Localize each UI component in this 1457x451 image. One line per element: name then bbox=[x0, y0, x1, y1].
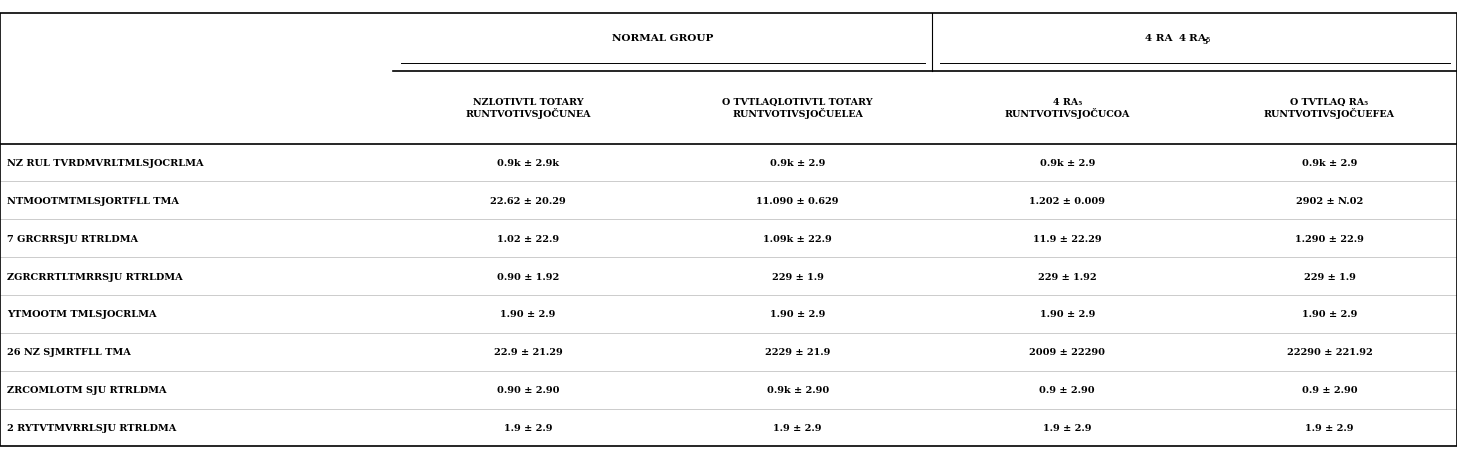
Text: 1.02 ± 22.9: 1.02 ± 22.9 bbox=[497, 234, 559, 243]
Text: NTMOOTMTMLSJORTFLL TMA: NTMOOTMTMLSJORTFLL TMA bbox=[7, 197, 179, 206]
Text: NZLOTIVTL TOTARY
RUNTVOTIVSJOČUNEA: NZLOTIVTL TOTARY RUNTVOTIVSJOČUNEA bbox=[465, 97, 592, 119]
Text: 229 ± 1.9: 229 ± 1.9 bbox=[1304, 272, 1355, 281]
Text: ZRCOMLOTM SJU RTRLDMA: ZRCOMLOTM SJU RTRLDMA bbox=[7, 385, 168, 394]
Text: 2 RYTVTMVRRLSJU RTRLDMA: 2 RYTVTMVRRLSJU RTRLDMA bbox=[7, 423, 176, 432]
Text: O TVTLAQ RA₅
RUNTVOTIVSJOČUEFEA: O TVTLAQ RA₅ RUNTVOTIVSJOČUEFEA bbox=[1265, 97, 1394, 119]
Text: 0.9 ± 2.90: 0.9 ± 2.90 bbox=[1301, 385, 1358, 394]
Text: 4 RA: 4 RA bbox=[1145, 34, 1173, 43]
Text: 1.9 ± 2.9: 1.9 ± 2.9 bbox=[504, 423, 552, 432]
Text: 5: 5 bbox=[1202, 37, 1208, 46]
Text: 1.90 ± 2.9: 1.90 ± 2.9 bbox=[500, 310, 557, 319]
Text: 0.9k ± 2.9: 0.9k ± 2.9 bbox=[1039, 159, 1096, 168]
Text: 0.9k ± 2.9k: 0.9k ± 2.9k bbox=[497, 159, 559, 168]
Text: 2902 ± N.02: 2902 ± N.02 bbox=[1295, 197, 1364, 206]
Text: NZ RUL TVRDMVRLTMLSJOCRLMA: NZ RUL TVRDMVRLTMLSJOCRLMA bbox=[7, 159, 204, 168]
Text: 1.90 ± 2.9: 1.90 ± 2.9 bbox=[1301, 310, 1358, 319]
Text: 229 ± 1.9: 229 ± 1.9 bbox=[772, 272, 823, 281]
Text: 1.290 ± 22.9: 1.290 ± 22.9 bbox=[1295, 234, 1364, 243]
Text: 4 RA₅
RUNTVOTIVSJOČUCOA: 4 RA₅ RUNTVOTIVSJOČUCOA bbox=[1004, 97, 1131, 119]
Text: NORMAL GROUP: NORMAL GROUP bbox=[612, 34, 714, 43]
Text: 1.9 ± 2.9: 1.9 ± 2.9 bbox=[1043, 423, 1091, 432]
Text: 1.90 ± 2.9: 1.90 ± 2.9 bbox=[769, 310, 826, 319]
Text: 0.9k ± 2.9: 0.9k ± 2.9 bbox=[769, 159, 826, 168]
Text: 0.90 ± 2.90: 0.90 ± 2.90 bbox=[497, 385, 559, 394]
Text: YTMOOTM TMLSJOCRLMA: YTMOOTM TMLSJOCRLMA bbox=[7, 310, 157, 319]
Text: 4 RA$_5$: 4 RA$_5$ bbox=[1177, 32, 1212, 45]
Text: 1.09k ± 22.9: 1.09k ± 22.9 bbox=[763, 234, 832, 243]
Text: 1.90 ± 2.9: 1.90 ± 2.9 bbox=[1039, 310, 1096, 319]
Text: 1.202 ± 0.009: 1.202 ± 0.009 bbox=[1029, 197, 1106, 206]
Text: O TVTLAQLOTIVTL TOTARY
RUNTVOTIVSJOČUELEA: O TVTLAQLOTIVTL TOTARY RUNTVOTIVSJOČUELE… bbox=[723, 97, 873, 119]
Text: ZGRCRRTLTMRRSJU RTRLDMA: ZGRCRRTLTMRRSJU RTRLDMA bbox=[7, 272, 184, 281]
Text: 0.90 ± 1.92: 0.90 ± 1.92 bbox=[497, 272, 559, 281]
Text: 7 GRCRRSJU RTRLDMA: 7 GRCRRSJU RTRLDMA bbox=[7, 234, 138, 243]
Text: 1.9 ± 2.9: 1.9 ± 2.9 bbox=[774, 423, 822, 432]
Text: 229 ± 1.92: 229 ± 1.92 bbox=[1037, 272, 1097, 281]
Text: 22.9 ± 21.29: 22.9 ± 21.29 bbox=[494, 348, 562, 357]
Text: 22.62 ± 20.29: 22.62 ± 20.29 bbox=[491, 197, 565, 206]
Text: 11.9 ± 22.29: 11.9 ± 22.29 bbox=[1033, 234, 1101, 243]
Text: 0.9k ± 2.9: 0.9k ± 2.9 bbox=[1301, 159, 1358, 168]
Text: 26 NZ SJMRTFLL TMA: 26 NZ SJMRTFLL TMA bbox=[7, 348, 131, 357]
Text: 1.9 ± 2.9: 1.9 ± 2.9 bbox=[1305, 423, 1354, 432]
Text: 0.9 ± 2.90: 0.9 ± 2.90 bbox=[1039, 385, 1096, 394]
Text: 11.090 ± 0.629: 11.090 ± 0.629 bbox=[756, 197, 839, 206]
Text: 2229 ± 21.9: 2229 ± 21.9 bbox=[765, 348, 830, 357]
Text: 2009 ± 22290: 2009 ± 22290 bbox=[1029, 348, 1106, 357]
Text: 22290 ± 221.92: 22290 ± 221.92 bbox=[1287, 348, 1372, 357]
Text: 0.9k ± 2.90: 0.9k ± 2.90 bbox=[766, 385, 829, 394]
